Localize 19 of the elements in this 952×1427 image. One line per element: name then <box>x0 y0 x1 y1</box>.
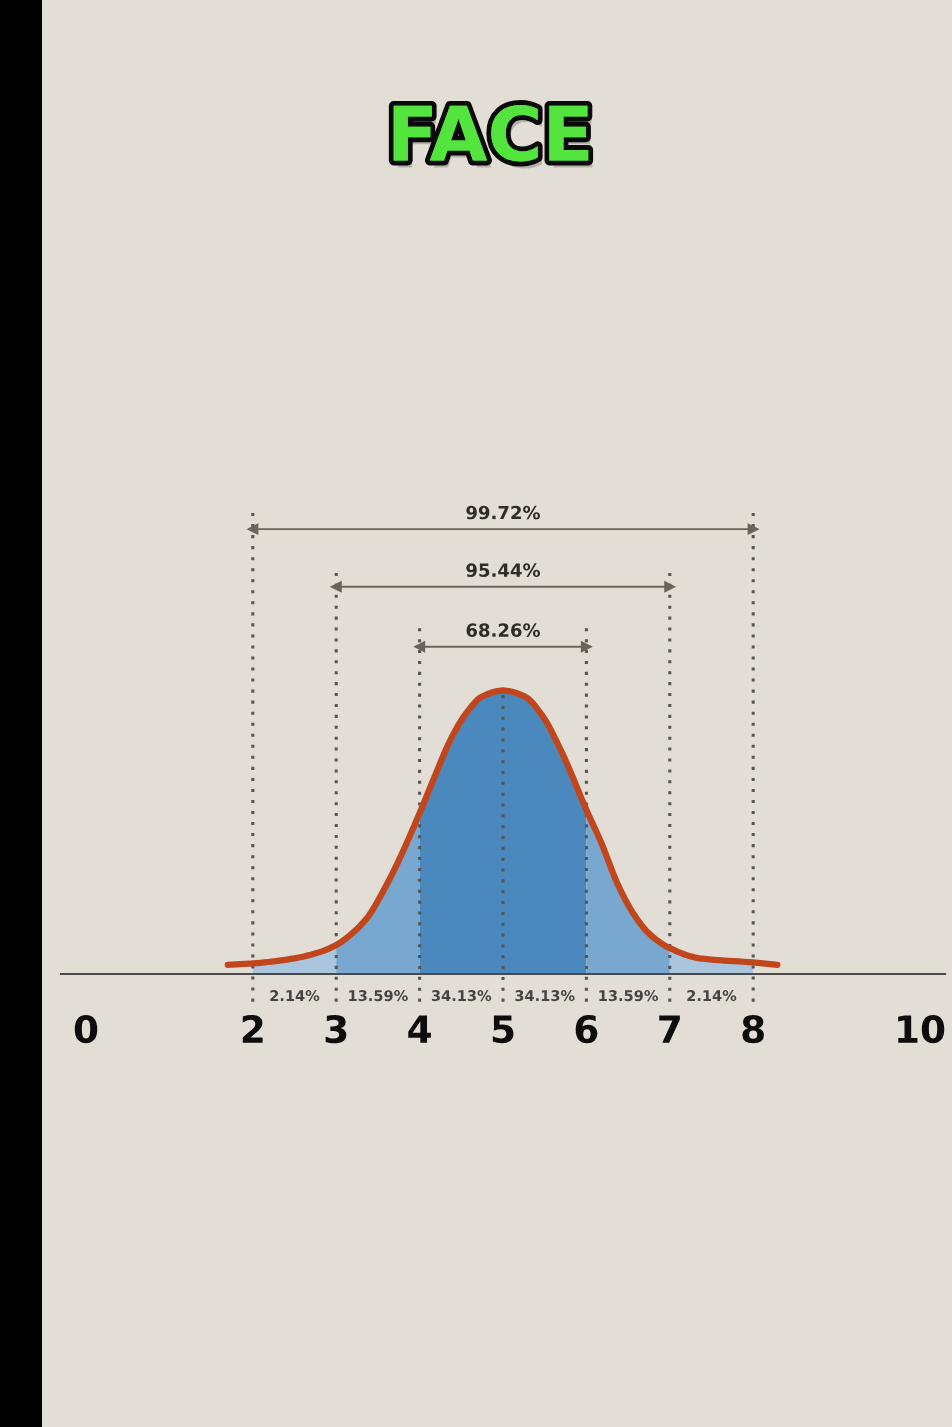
annotation: 2.14% <box>687 990 737 1002</box>
annotation: 99.72% <box>466 505 541 520</box>
annotation: 13.59% <box>599 990 658 1002</box>
x-tick-label: 10 <box>898 1014 945 1044</box>
x-tick-label: 6 <box>575 1014 598 1044</box>
annotation: 2.14% <box>270 990 320 1002</box>
annotation: 68.26% <box>466 623 541 637</box>
annotation: 34.13% <box>431 990 492 1002</box>
chart-title: FACE <box>393 104 593 169</box>
x-tick-label: 4 <box>408 1015 431 1043</box>
x-tick-label: 7 <box>659 1015 680 1043</box>
x-tick-label: 3 <box>325 1014 347 1044</box>
annotation: 13.59% <box>349 990 408 1002</box>
x-tick-label: 2 <box>242 1014 263 1043</box>
x-tick-label: 8 <box>742 1014 764 1044</box>
annotation: 95.44% <box>466 563 541 577</box>
x-tick-label: 5 <box>492 1015 514 1044</box>
annotation: 34.13% <box>515 990 575 1002</box>
x-tick-label: 0 <box>74 1014 98 1044</box>
